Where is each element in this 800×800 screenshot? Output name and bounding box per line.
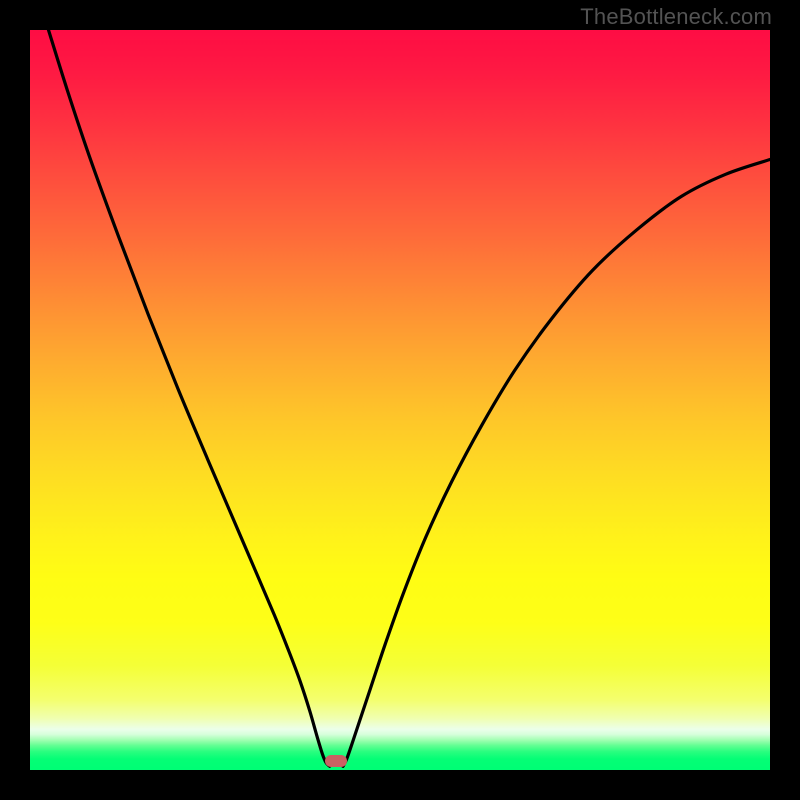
watermark-text: TheBottleneck.com xyxy=(580,4,772,30)
optimal-point-marker xyxy=(325,755,347,767)
bottleneck-curve xyxy=(30,30,770,770)
plot-frame xyxy=(30,30,770,770)
